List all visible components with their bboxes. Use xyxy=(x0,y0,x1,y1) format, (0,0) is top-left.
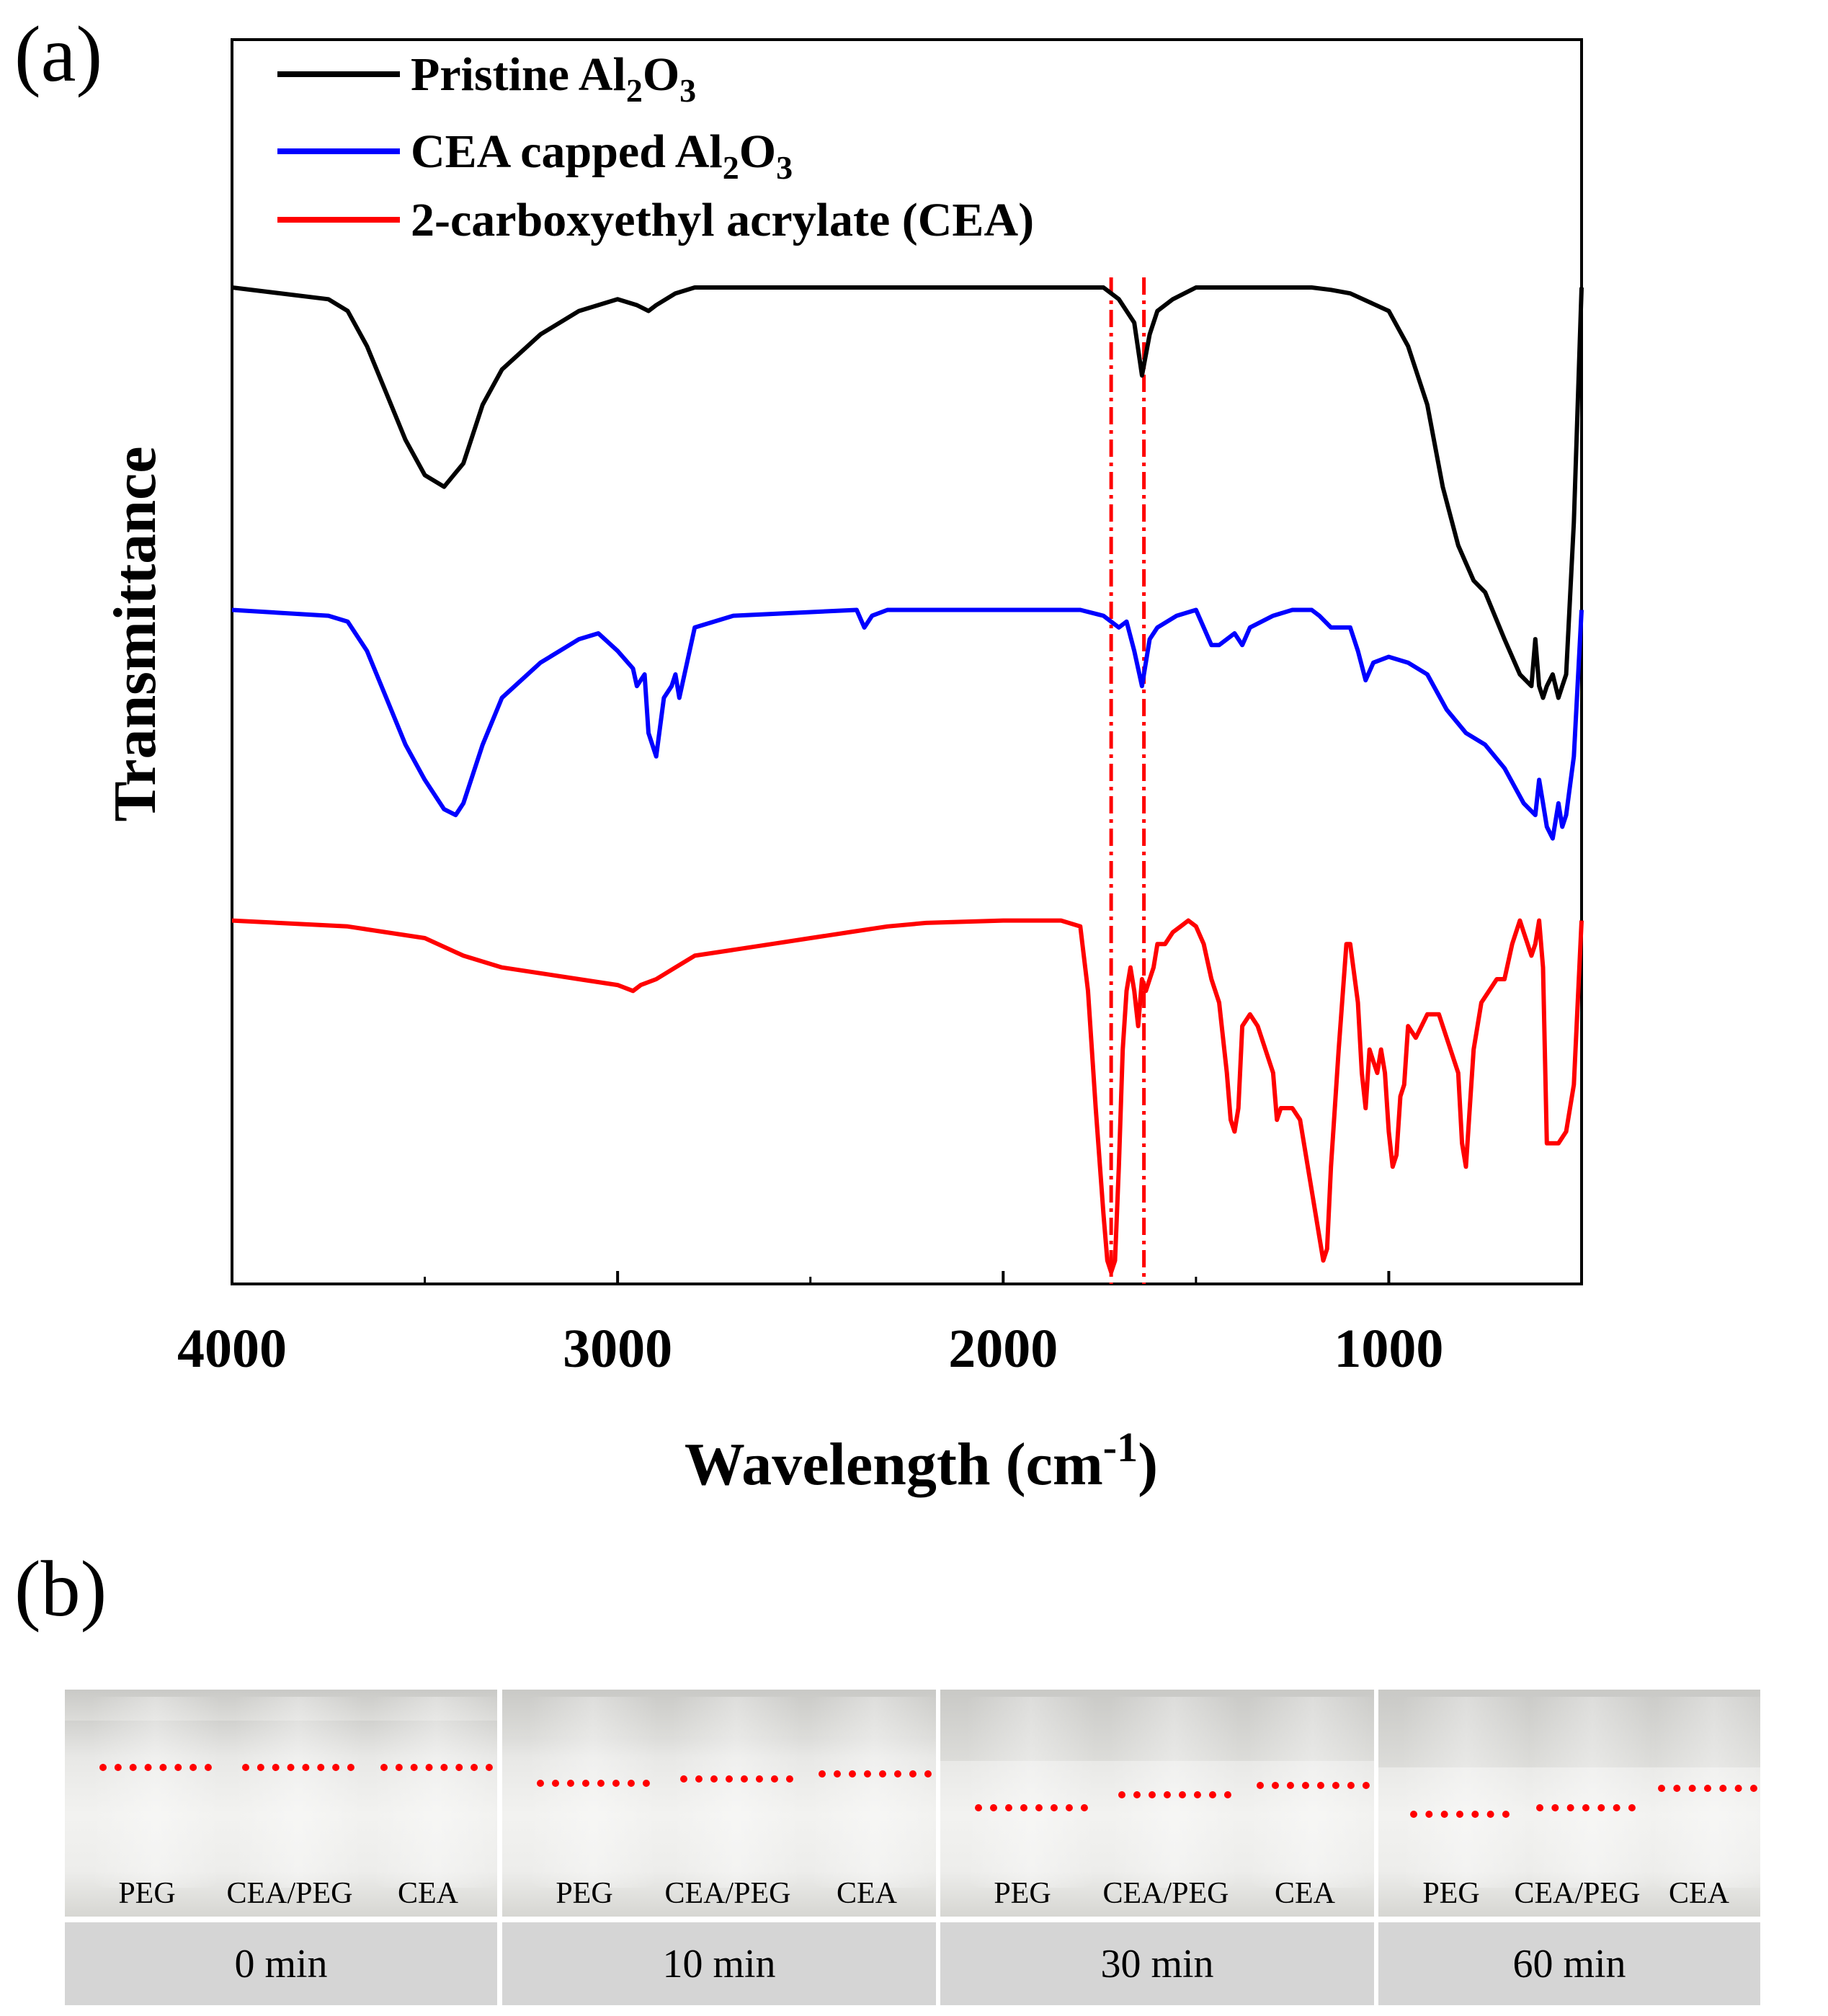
series-line-3 xyxy=(231,918,1584,1275)
time-label: 30 min xyxy=(940,1922,1374,2005)
y-axis-label: Transmittance xyxy=(102,446,169,821)
series-line-1 xyxy=(231,285,1584,700)
x-tick-label: 1000 xyxy=(1334,1319,1443,1379)
vial xyxy=(528,1697,658,1888)
vial-label: PEG xyxy=(1422,1877,1480,1910)
legend-entry: CEA capped Al2O3 xyxy=(411,125,793,186)
sediment-photo-0-min: PEG CEA/PEG CEA xyxy=(65,1690,497,1917)
vial xyxy=(1248,1697,1374,1888)
sediment-level-line xyxy=(1536,1804,1636,1811)
vial-label: CEA xyxy=(398,1877,458,1910)
vial-label: CEA/PEG xyxy=(664,1877,791,1910)
sediment-level-line xyxy=(537,1780,650,1787)
supernatant xyxy=(940,1690,1374,1761)
vial xyxy=(672,1697,801,1888)
sediment-level-line xyxy=(680,1775,793,1783)
vial-label: CEA xyxy=(1275,1877,1335,1910)
vial-label: PEG xyxy=(994,1877,1051,1910)
vial xyxy=(372,1697,497,1888)
vial-label: CEA/PEG xyxy=(1102,1877,1229,1910)
supernatant xyxy=(502,1690,936,1736)
vial xyxy=(233,1697,363,1888)
x-tick-label: 3000 xyxy=(563,1319,672,1379)
vial-label: CEA xyxy=(837,1877,897,1910)
x-tick-label: 2000 xyxy=(948,1319,1058,1379)
sediment-photo-60-min: PEG CEA/PEG CEA xyxy=(1378,1690,1760,1917)
panel-label-a: (a) xyxy=(14,10,103,98)
vial-label: CEA xyxy=(1669,1877,1729,1910)
time-label: 10 min xyxy=(502,1922,936,2005)
x-tick-label: 4000 xyxy=(177,1319,287,1379)
vial xyxy=(966,1697,1096,1888)
sediment-level-line xyxy=(99,1764,212,1771)
sediment-level-line xyxy=(242,1764,355,1771)
vial xyxy=(1649,1697,1760,1888)
vial-label: PEG xyxy=(118,1877,176,1910)
time-label: 0 min xyxy=(65,1922,497,2005)
x-axis-label: Wavelength (cm-1) xyxy=(685,1424,1158,1498)
vial xyxy=(1401,1697,1531,1888)
time-label: 60 min xyxy=(1378,1922,1760,2005)
vial-label: CEA/PEG xyxy=(226,1877,353,1910)
sediment-level-line xyxy=(380,1764,493,1771)
panel-label-b: (b) xyxy=(14,1545,107,1633)
sediment-level-line xyxy=(1118,1791,1231,1798)
ftir-chart: 4000 3000 2000 1000 Wavelength (cm-1) Transmi… xyxy=(102,38,1584,1498)
vial xyxy=(810,1697,936,1888)
legend-entry: 2-carboxyethyl acrylate (CEA) xyxy=(411,194,1034,246)
legend-entry: Pristine Al2O3 xyxy=(411,48,696,109)
series-line-2 xyxy=(231,607,1584,841)
vial-label: PEG xyxy=(556,1877,613,1910)
plot-frame xyxy=(231,38,1583,1285)
vial xyxy=(91,1697,220,1888)
vial xyxy=(1528,1697,1657,1888)
sediment-level-line xyxy=(1257,1782,1370,1789)
sediment-level-line xyxy=(1410,1811,1510,1818)
sediment-level-line xyxy=(975,1804,1088,1811)
sediment-level-line xyxy=(819,1770,932,1778)
vial-label: CEA/PEG xyxy=(1514,1877,1641,1910)
supernatant xyxy=(65,1690,497,1721)
sediment-photo-30-min: PEG CEA/PEG CEA xyxy=(940,1690,1374,1917)
supernatant xyxy=(1378,1690,1760,1767)
sediment-photo-10-min: PEG CEA/PEG CEA xyxy=(502,1690,936,1917)
sediment-level-line xyxy=(1658,1785,1757,1792)
